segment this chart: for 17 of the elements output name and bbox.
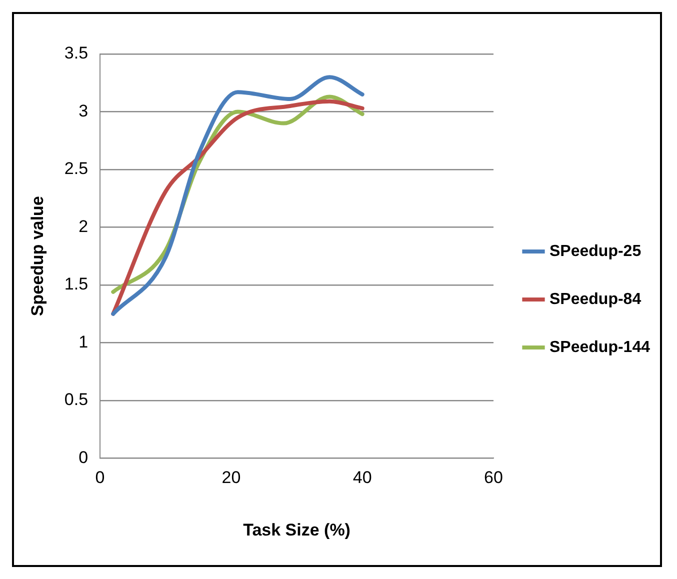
x-tick-label: 20 xyxy=(222,468,241,488)
y-tick-label: 2 xyxy=(78,216,88,236)
y-tick-label: 3 xyxy=(78,101,88,120)
x-tick-label: 60 xyxy=(484,468,503,488)
legend-label: SPeedup-84 xyxy=(550,290,642,308)
y-tick-label: 1 xyxy=(78,332,88,352)
y-tick-label: 3.5 xyxy=(64,44,88,63)
legend-label: SPeedup-25 xyxy=(550,242,642,260)
x-tick-label: 0 xyxy=(95,468,105,488)
x-axis-title: Task Size (%) xyxy=(243,520,350,540)
y-tick-label: 1.5 xyxy=(64,274,88,294)
x-tick-label: 40 xyxy=(352,468,372,488)
y-tick-label: 0 xyxy=(78,448,88,467)
legend-label: SPeedup-144 xyxy=(550,338,650,356)
y-tick-label: 0.5 xyxy=(64,390,88,410)
y-axis-title: Speedup value xyxy=(28,196,47,316)
y-tick-label: 2.5 xyxy=(64,159,88,178)
